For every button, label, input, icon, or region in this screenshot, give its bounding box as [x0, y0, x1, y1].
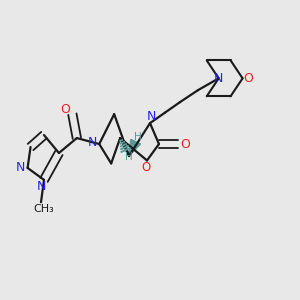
Text: N: N [87, 136, 97, 149]
Text: N: N [147, 110, 157, 123]
Polygon shape [129, 140, 141, 156]
Text: N: N [37, 180, 46, 193]
Text: O: O [60, 103, 70, 116]
Text: CH₃: CH₃ [34, 204, 54, 214]
Text: N: N [16, 161, 25, 174]
Text: H: H [134, 133, 142, 142]
Text: N: N [214, 72, 224, 85]
Text: O: O [180, 137, 190, 151]
Text: O: O [141, 160, 150, 173]
Text: H: H [125, 152, 133, 162]
Text: O: O [243, 72, 253, 85]
